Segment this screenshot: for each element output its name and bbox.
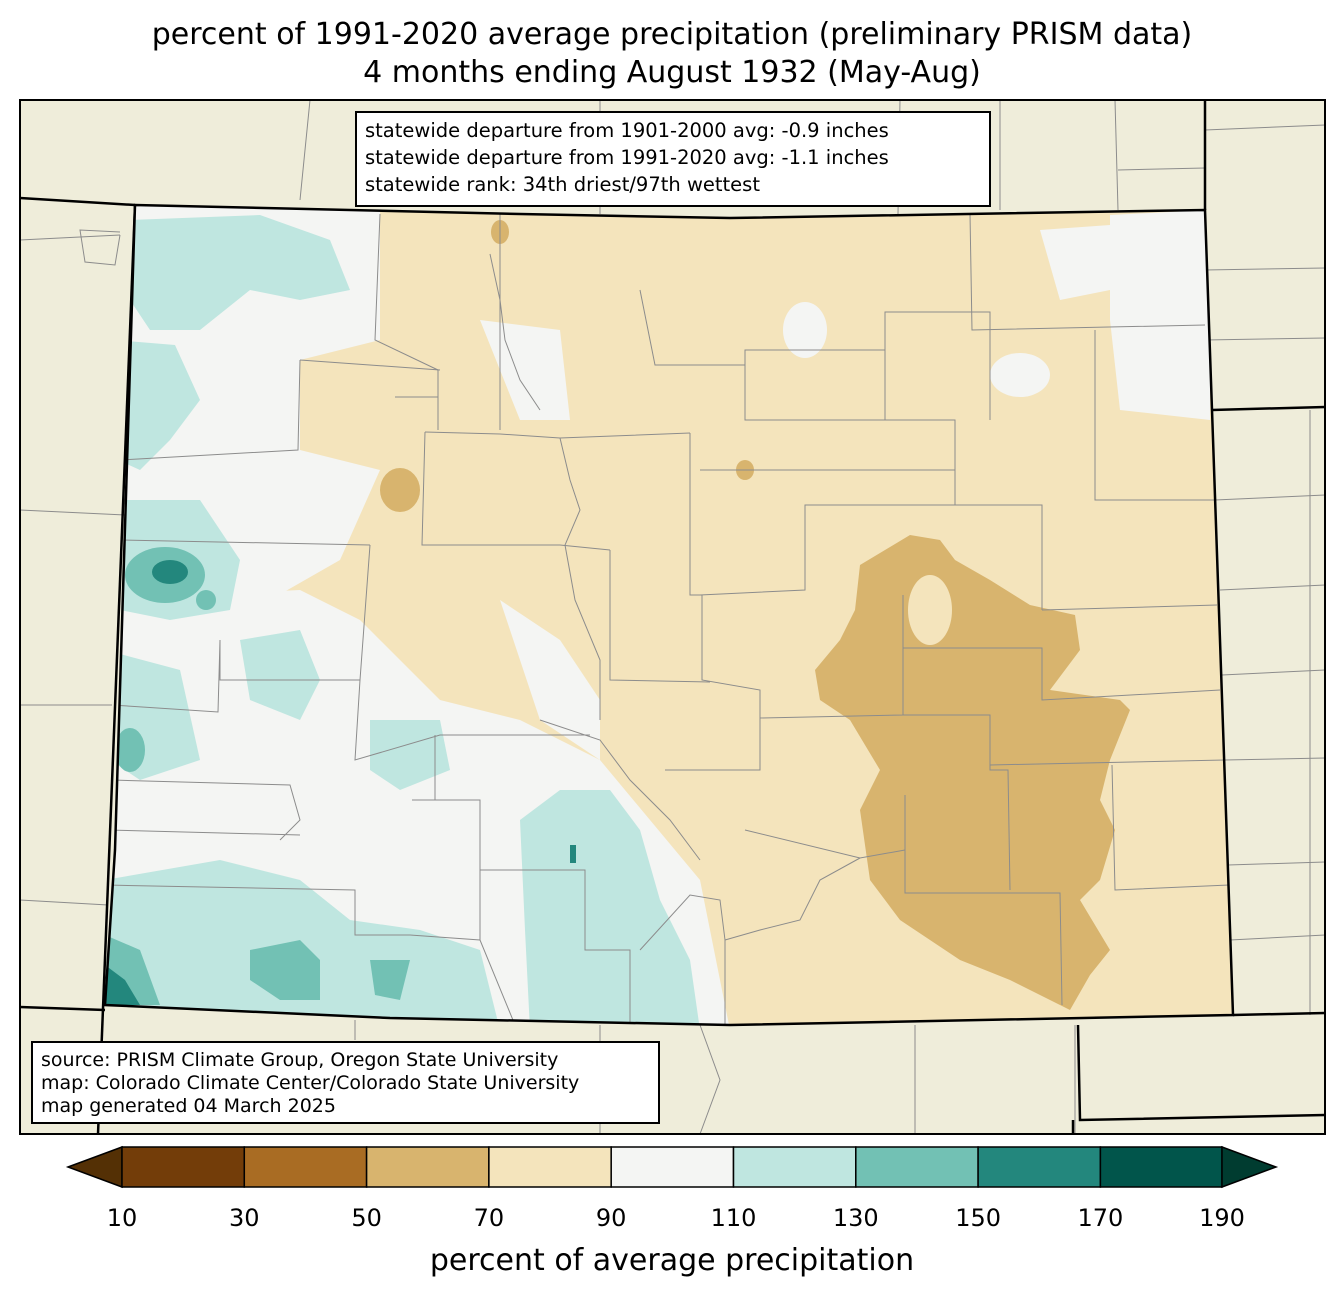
field-110-130: [520, 790, 700, 1025]
field-130-150: [115, 728, 145, 772]
colorbar-label: percent of average precipitation: [429, 1243, 915, 1278]
colorbar-tick-label: 190: [1199, 1204, 1245, 1232]
field-90-110: [480, 320, 570, 420]
colorbar-bin: [365, 1146, 490, 1188]
colorado-border: [103, 203, 1235, 1027]
field-90-110: [1110, 210, 1210, 420]
field-90-110: [783, 302, 827, 358]
county-lines: [105, 213, 1231, 1025]
colorado-precip-field: [105, 205, 1233, 1025]
colorbar-tick-label: 70: [473, 1204, 505, 1232]
colorbar-tick-label: 10: [106, 1204, 138, 1232]
field-130-150: [196, 590, 216, 610]
stats-departure-1901-2000: statewide departure from 1901-2000 avg: …: [365, 119, 889, 142]
field-130-150: [370, 960, 410, 1000]
source-line: source: PRISM Climate Group, Oregon Stat…: [41, 1049, 559, 1071]
colorbar-over-arrow: [1221, 1145, 1279, 1189]
colorbar-tick-label: 130: [832, 1204, 879, 1232]
source-box: source: PRISM Climate Group, Oregon Stat…: [31, 1041, 660, 1124]
colorbar-under-arrow: [65, 1145, 123, 1189]
map-frame: [19, 99, 1326, 1135]
colorbar-bin: [1099, 1146, 1223, 1188]
field-150-170: [570, 845, 576, 863]
generated-date-line: map generated 04 March 2025: [41, 1095, 336, 1117]
colorbar-bin: [732, 1146, 857, 1188]
map-title-line2: 4 months ending August 1932 (May-Aug): [363, 55, 981, 90]
field-50-70: [380, 468, 420, 512]
colorbar-tick-label: 90: [595, 1204, 627, 1232]
field-90-110: [500, 600, 600, 760]
neighbor-state-lines: [20, 100, 1325, 1134]
field-50-70: [815, 535, 1130, 1010]
colorbar-tick-label: 170: [1077, 1204, 1124, 1232]
field-70-90-hole: [908, 575, 952, 645]
colorbar-bin: [121, 1146, 246, 1188]
field-90-110: [990, 353, 1050, 397]
map-title-line1: percent of 1991-2020 average precipitati…: [151, 17, 1193, 52]
colorbar: [65, 1145, 1279, 1189]
colorbar-bin: [610, 1146, 735, 1188]
field-90-110: [1040, 225, 1110, 300]
stats-rank: statewide rank: 34th driest/97th wettest: [365, 173, 760, 196]
colorbar-bin: [977, 1146, 1102, 1188]
field-110-130: [240, 630, 320, 720]
colorbar-tick-label: 30: [229, 1204, 260, 1232]
field-110-130: [130, 215, 350, 330]
field-130-150: [250, 940, 320, 1000]
colorbar-tick-label: 110: [710, 1204, 757, 1232]
field-110-130: [115, 340, 200, 470]
statewide-stats-box: statewide departure from 1901-2000 avg: …: [355, 111, 991, 207]
field-150-170: [105, 965, 140, 1005]
stats-departure-1991-2020: statewide departure from 1991-2020 avg: …: [365, 146, 889, 169]
colorbar-tick-label: 150: [955, 1204, 1001, 1232]
map-credit-line: map: Colorado Climate Center/Colorado St…: [41, 1072, 580, 1094]
colorbar-bin: [243, 1146, 368, 1188]
colorbar-tick-label: 50: [351, 1204, 382, 1232]
colorbar-bin: [855, 1146, 979, 1188]
colorbar-bin: [488, 1146, 612, 1188]
field-150-170: [152, 560, 188, 584]
